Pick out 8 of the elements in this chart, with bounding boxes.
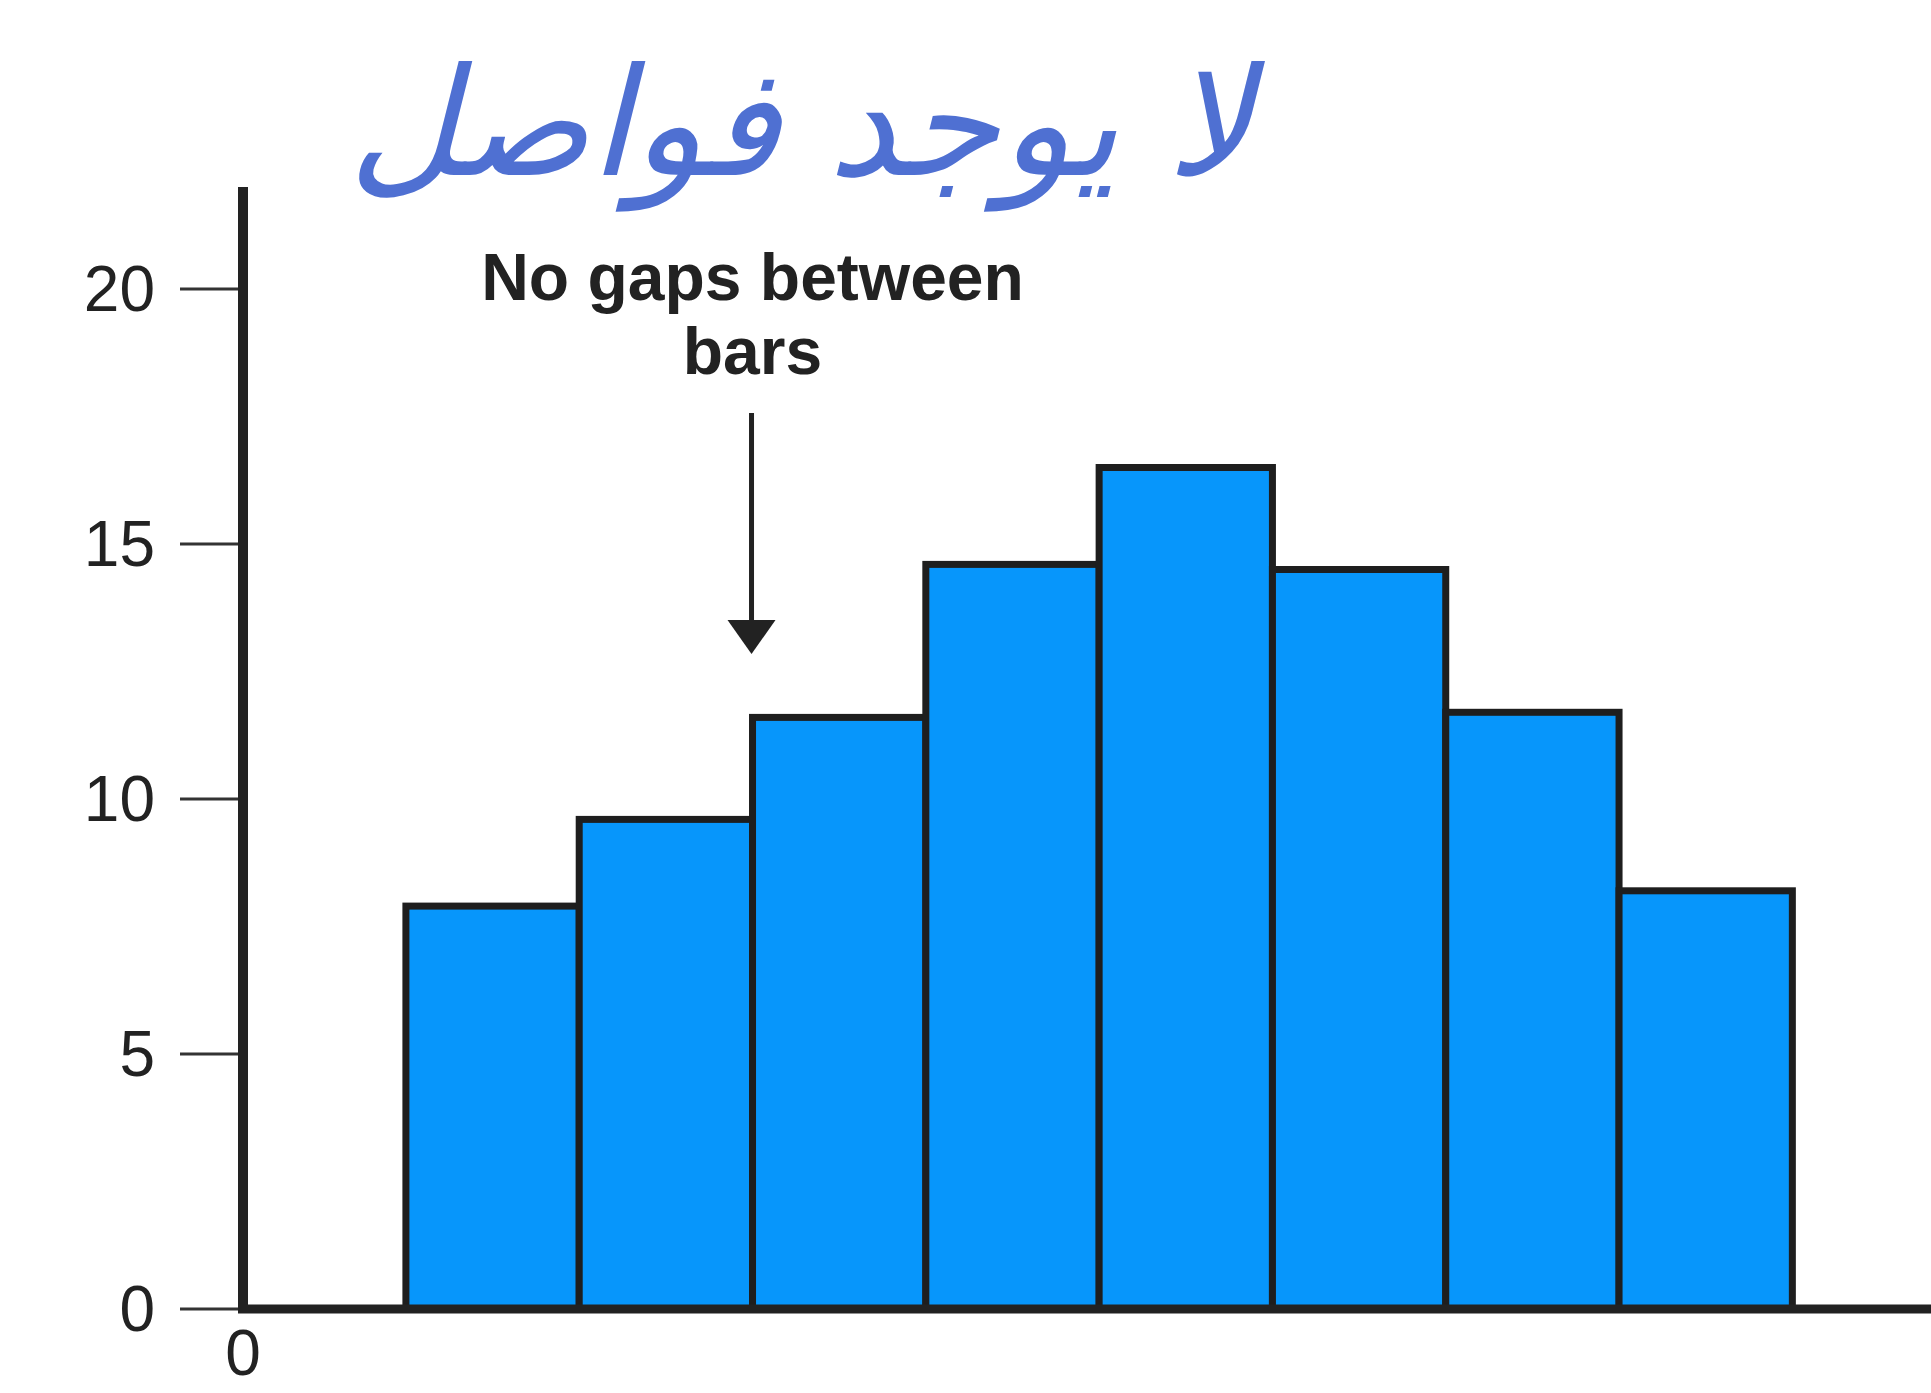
y-tick-label: 10	[83, 763, 155, 835]
y-tick-label: 0	[119, 1273, 155, 1345]
annotation: لا يوجد فواصل	[348, 36, 1266, 212]
y-tick-label: 20	[83, 253, 155, 325]
y-tick-label: 5	[119, 1018, 155, 1090]
text: 0	[225, 1317, 261, 1389]
y-tick-label: 15	[83, 508, 155, 580]
annotation: No gaps between bars	[481, 240, 1024, 388]
